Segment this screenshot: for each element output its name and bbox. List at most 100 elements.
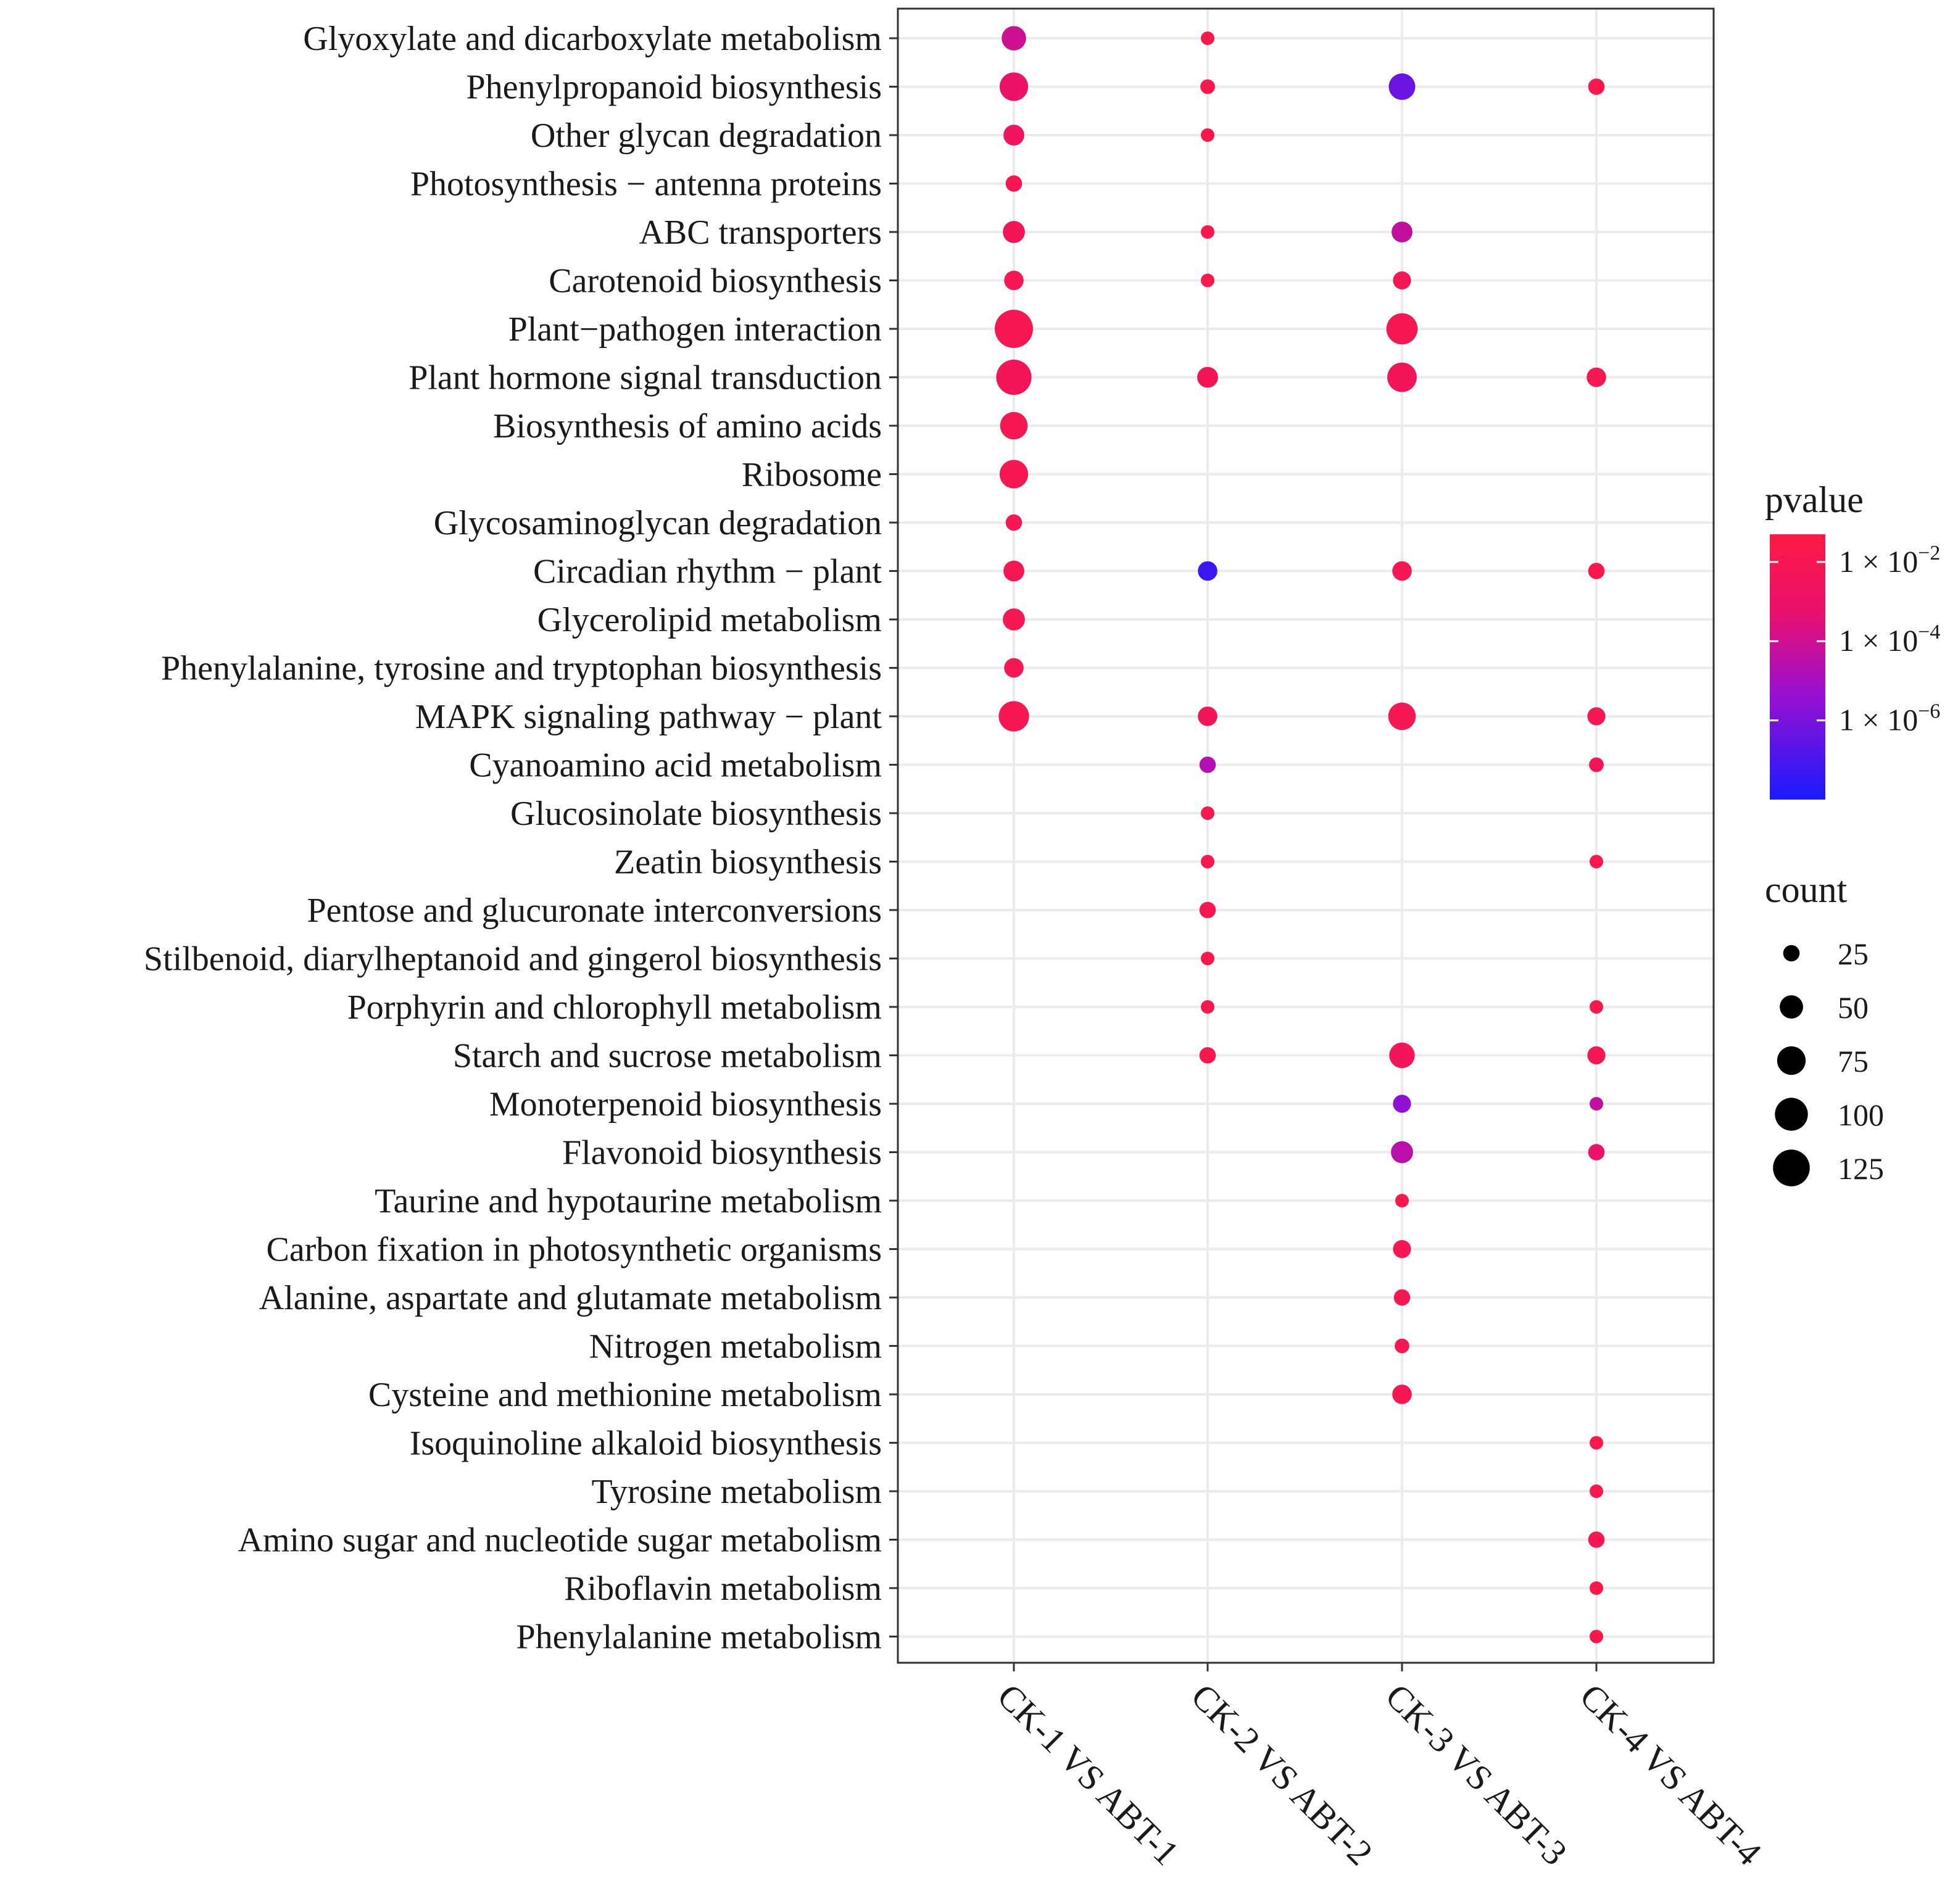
x-tick-label: CK-1 VS ABT-1 bbox=[990, 1676, 1187, 1873]
y-tick-label: Phenylalanine metabolism bbox=[516, 1618, 882, 1657]
data-point bbox=[1201, 1000, 1214, 1014]
pvalue-legend: pvalue 1 × 10−2 1 × 10−4 1 × 10−6 bbox=[1765, 479, 1940, 800]
y-tick-label: Amino sugar and nucleotide sugar metabol… bbox=[238, 1521, 882, 1560]
data-point bbox=[1588, 1144, 1605, 1161]
data-point bbox=[1588, 1531, 1605, 1548]
data-point bbox=[1004, 270, 1024, 291]
data-point bbox=[1198, 561, 1218, 581]
data-point bbox=[1388, 73, 1416, 100]
data-point bbox=[998, 701, 1029, 732]
pvalue-tick-label: 1 × 10−2 bbox=[1839, 542, 1940, 579]
data-point bbox=[1005, 175, 1023, 192]
data-point bbox=[1590, 1436, 1603, 1450]
count-legend-label: 100 bbox=[1838, 1098, 1884, 1132]
y-tick-label: Cysteine and methionine metabolism bbox=[368, 1376, 882, 1414]
y-tick-label: Glycosaminoglycan degradation bbox=[434, 504, 882, 542]
data-point bbox=[1590, 855, 1603, 869]
grid-lines bbox=[898, 9, 1714, 1663]
data-point bbox=[1590, 1000, 1603, 1014]
y-tick-label: Plant−pathogen interaction bbox=[508, 310, 882, 349]
count-legend-label: 75 bbox=[1838, 1044, 1869, 1078]
data-point bbox=[1393, 271, 1411, 290]
data-point bbox=[1392, 221, 1412, 242]
data-point bbox=[1590, 1581, 1603, 1595]
data-point bbox=[999, 460, 1029, 489]
pvalue-tick-label: 1 × 10−4 bbox=[1839, 621, 1940, 658]
y-axis: Glyoxylate and dicarboxylate metabolism P… bbox=[144, 20, 898, 1657]
data-point bbox=[995, 310, 1033, 348]
data-point bbox=[996, 359, 1032, 395]
count-legend-dot bbox=[1777, 1046, 1806, 1075]
y-tick-label: Nitrogen metabolism bbox=[589, 1328, 882, 1366]
data-point bbox=[1393, 1240, 1411, 1259]
data-point bbox=[1199, 1047, 1216, 1064]
y-tick-label: Riboflavin metabolism bbox=[564, 1570, 882, 1608]
data-point bbox=[1587, 1046, 1606, 1065]
data-point bbox=[1199, 756, 1216, 773]
y-tick-label: Taurine and hypotaurine metabolism bbox=[375, 1182, 882, 1220]
y-tick-label: Stilbenoid, diarylheptanoid and gingerol… bbox=[144, 940, 882, 979]
data-point bbox=[1000, 412, 1028, 440]
y-tick-label: Circadian rhythm − plant bbox=[533, 553, 882, 591]
data-point bbox=[1393, 1289, 1411, 1306]
count-legend-dot bbox=[1783, 945, 1800, 962]
data-point bbox=[1389, 1042, 1415, 1069]
pvalue-colorbar bbox=[1770, 534, 1825, 800]
data-points bbox=[995, 26, 1606, 1644]
data-point bbox=[1395, 1194, 1409, 1207]
data-point bbox=[1201, 855, 1214, 869]
y-tick-label: Carotenoid biosynthesis bbox=[549, 262, 882, 300]
data-point bbox=[1587, 707, 1606, 726]
x-tick-label: CK-4 VS ABT-4 bbox=[1572, 1676, 1769, 1873]
plot-panel bbox=[897, 7, 1715, 1664]
y-tick-label: Phenylalanine, tyrosine and tryptophan b… bbox=[161, 650, 882, 688]
y-tick-label: Starch and sucrose metabolism bbox=[453, 1037, 882, 1075]
y-tick-label: Other glycan degradation bbox=[531, 117, 882, 155]
count-legend-label: 50 bbox=[1838, 990, 1869, 1025]
data-point bbox=[1201, 806, 1214, 820]
data-point bbox=[1201, 225, 1214, 239]
data-point bbox=[1005, 514, 1023, 531]
data-point bbox=[1590, 1629, 1603, 1644]
data-point bbox=[1201, 128, 1214, 142]
x-tick-label: CK-2 VS ABT-2 bbox=[1184, 1676, 1380, 1873]
data-point bbox=[1201, 951, 1214, 966]
data-point bbox=[1590, 1097, 1603, 1111]
data-point bbox=[1590, 1484, 1603, 1498]
data-point bbox=[1197, 366, 1218, 388]
pvalue-legend-ticks: 1 × 10−2 1 × 10−4 1 × 10−6 bbox=[1770, 542, 1940, 737]
y-tick-label: ABC transporters bbox=[639, 213, 882, 252]
data-point bbox=[1003, 221, 1025, 243]
data-point bbox=[1588, 78, 1605, 95]
y-tick-label: Plant hormone signal transduction bbox=[409, 359, 882, 397]
y-tick-label: Glycerolipid metabolism bbox=[537, 601, 882, 639]
y-tick-label: Isoquinoline alkaloid biosynthesis bbox=[410, 1425, 882, 1463]
data-point bbox=[1201, 31, 1214, 45]
data-point bbox=[1386, 313, 1418, 345]
pvalue-legend-title: pvalue bbox=[1765, 479, 1864, 520]
y-tick-label: Cyanoamino acid metabolism bbox=[469, 747, 882, 785]
y-tick-label: Tyrosine metabolism bbox=[592, 1473, 882, 1511]
y-tick-label: Porphyrin and chlorophyll metabolism bbox=[347, 988, 882, 1027]
data-point bbox=[1395, 1338, 1409, 1354]
x-tick-label: CK-3 VS ABT-3 bbox=[1378, 1676, 1575, 1873]
y-tick-label: Pentose and glucuronate interconversions bbox=[307, 892, 882, 930]
y-tick-label: MAPK signaling pathway − plant bbox=[415, 698, 882, 736]
count-legend-dot bbox=[1773, 1149, 1810, 1186]
data-point bbox=[1589, 757, 1604, 772]
count-legend-title: count bbox=[1765, 869, 1848, 910]
data-point bbox=[1588, 563, 1605, 579]
data-point bbox=[1391, 1141, 1413, 1164]
x-axis: CK-1 VS ABT-1CK-2 VS ABT-2CK-3 VS ABT-3C… bbox=[990, 1663, 1769, 1873]
data-point bbox=[1003, 608, 1025, 631]
y-tick-label: Phenylpropanoid biosynthesis bbox=[466, 68, 882, 107]
data-point bbox=[1201, 273, 1214, 288]
data-point bbox=[1387, 362, 1417, 392]
data-point bbox=[1199, 901, 1216, 919]
y-tick-label: Photosynthesis − antenna proteins bbox=[410, 165, 882, 204]
count-legend-dot bbox=[1775, 1098, 1808, 1131]
data-point bbox=[1004, 658, 1024, 678]
count-legend-label: 25 bbox=[1838, 937, 1869, 971]
count-legend-dot bbox=[1780, 995, 1803, 1019]
